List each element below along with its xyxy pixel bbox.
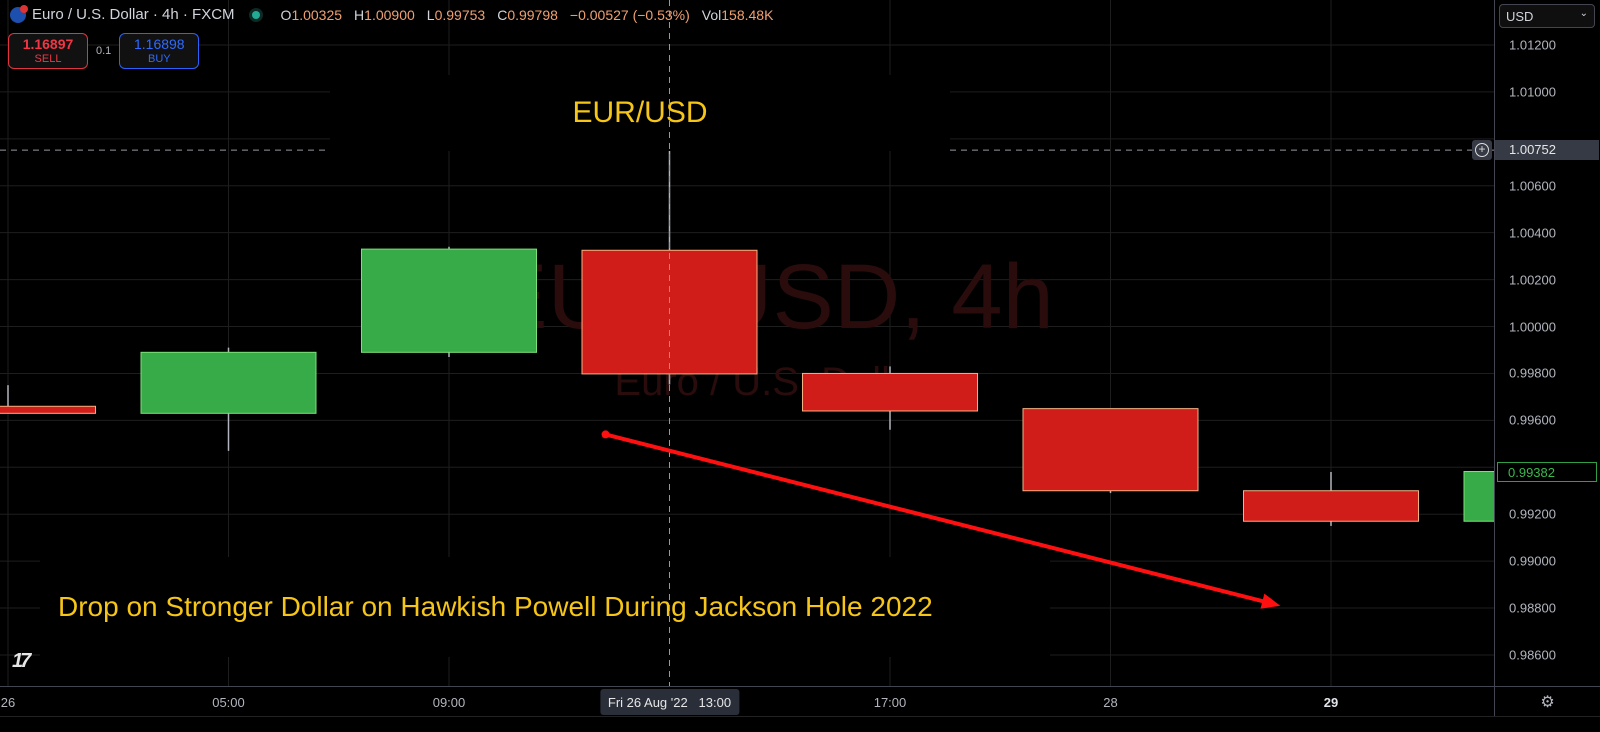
price-tick-label: 0.98600 xyxy=(1509,647,1556,663)
price-tick-label: 1.00400 xyxy=(1509,225,1556,241)
sell-label: SELL xyxy=(34,53,62,65)
volume: Vol158.48K xyxy=(701,6,774,23)
symbol-legend: Euro / U.S. Dollar · 4h · FXCM O1.00325 … xyxy=(10,4,779,23)
overlay-layer xyxy=(0,0,1494,686)
candle-bullish xyxy=(361,248,537,353)
annotation-title[interactable]: EUR/USD xyxy=(330,75,950,151)
market-open-icon[interactable] xyxy=(248,7,263,22)
crosshair-time-label: Fri 26 Aug '22 13:00 xyxy=(599,689,740,715)
candle-bearish xyxy=(802,372,978,412)
ohlc-close: C0.99798 xyxy=(497,6,558,23)
add-alert-button[interactable]: + xyxy=(1472,140,1492,161)
eur-usd-flag-icon xyxy=(10,4,28,23)
ohlc-open: O1.00325 xyxy=(280,6,343,23)
price-tick-label: 1.00200 xyxy=(1509,272,1556,288)
footer-bar xyxy=(0,716,1600,732)
candle-bearish xyxy=(0,405,96,414)
candles-layer xyxy=(0,115,1494,526)
currency-select[interactable]: USD ⌄ xyxy=(1499,4,1595,28)
buy-label: BUY xyxy=(147,53,171,65)
time-tick-label: 05:00 xyxy=(212,695,245,710)
ohlc-low: L0.99753 xyxy=(426,6,486,23)
price-tick-label: 0.99000 xyxy=(1509,553,1556,569)
tradingview-logo[interactable]: 17 xyxy=(12,650,31,672)
candle-bullish xyxy=(140,351,317,414)
trend-arrow-head xyxy=(1260,593,1281,609)
trade-panel: 1.16897 SELL 0.1 1.16898 BUY xyxy=(8,33,200,69)
chart-plot-area[interactable]: EUR/USD, 4h Euro / U.S. Dollar EUR/USD D… xyxy=(0,0,1494,686)
price-tick-label: 1.00000 xyxy=(1509,319,1556,335)
last-price-label: 0.99382 xyxy=(1497,461,1597,482)
candle-bearish xyxy=(1022,408,1199,492)
annotation-caption[interactable]: Drop on Stronger Dollar on Hawkish Powel… xyxy=(40,557,1050,657)
buy-price: 1.16898 xyxy=(133,36,185,52)
time-tick-label: 09:00 xyxy=(432,695,466,710)
sell-button[interactable]: 1.16897 SELL xyxy=(8,33,88,69)
price-tick-label: 0.99600 xyxy=(1509,412,1556,428)
time-tick-label: 28 xyxy=(1103,695,1118,710)
ohlc-high: H1.00900 xyxy=(354,6,415,23)
ohlc-change: −0.00527 (−0.53%) xyxy=(569,6,690,23)
settings-button[interactable]: ⚙ xyxy=(1494,686,1600,716)
price-tick-label: 1.01200 xyxy=(1509,37,1556,53)
candle-bearish xyxy=(1243,490,1419,522)
trend-arrow-line xyxy=(605,432,1272,606)
plus-circle-icon: + xyxy=(1475,143,1489,158)
price-tick-label: 0.99200 xyxy=(1509,506,1556,522)
price-axis[interactable]: USD ⌄ 1.01200 1.01000 1.00600 1.00400 1.00200… xyxy=(1494,0,1600,686)
price-tick-label: 0.98800 xyxy=(1509,600,1556,616)
gear-icon: ⚙ xyxy=(1540,693,1555,711)
price-tick-label: 0.99800 xyxy=(1509,365,1556,381)
crosshair-price-label: 1.00752 xyxy=(1495,140,1599,161)
time-tick-label: 26 xyxy=(0,695,16,710)
time-tick-label: 17:00 xyxy=(873,695,907,710)
buy-button[interactable]: 1.16898 BUY xyxy=(119,33,200,69)
time-tick-label: 29 xyxy=(1323,695,1339,710)
symbol-title[interactable]: Euro / U.S. Dollar · 4h · FXCM xyxy=(32,6,235,23)
chevron-down-icon: ⌄ xyxy=(1579,8,1588,19)
sell-price: 1.16897 xyxy=(22,36,74,52)
candle-bullish xyxy=(1463,471,1494,522)
spread: 0.1 xyxy=(96,45,112,57)
time-axis[interactable]: 26 05:00 09:00 17:00 28 29 Fri 26 Aug '22 13:0… xyxy=(0,686,1494,716)
price-tick-label: 1.00600 xyxy=(1509,178,1556,194)
price-tick-label: 1.01000 xyxy=(1509,84,1556,100)
